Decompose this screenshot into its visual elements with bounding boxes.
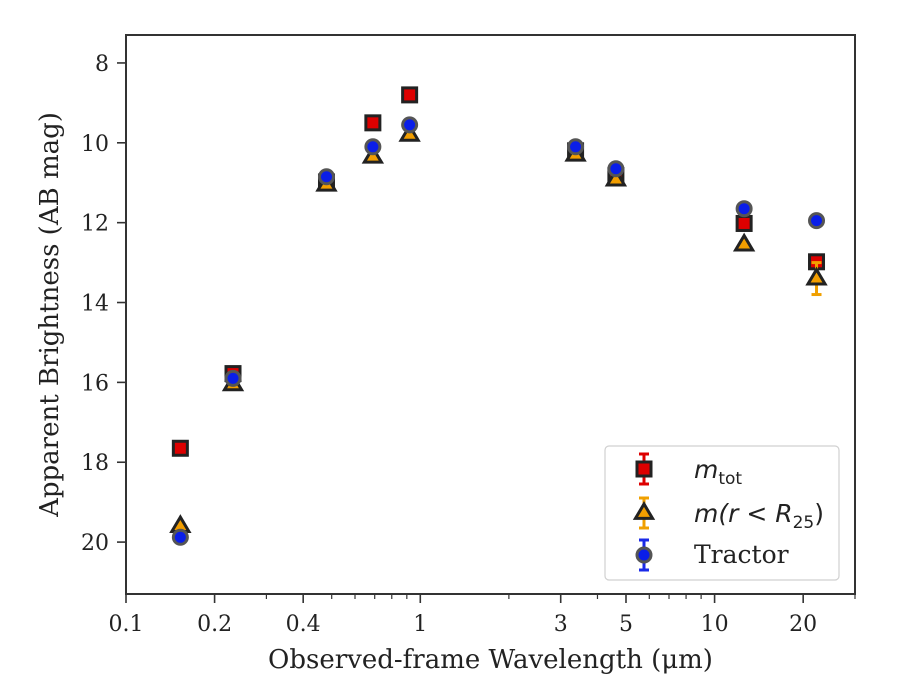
x-tick-label: 10 xyxy=(701,612,729,637)
x-axis-label: Observed-frame Wavelength (μm) xyxy=(268,645,713,675)
x-tick-label: 20 xyxy=(789,612,817,637)
y-tick-label: 20 xyxy=(81,531,109,556)
point-tractor xyxy=(735,200,753,218)
legend-mr25-tail: ) xyxy=(814,499,824,528)
y-tick-label: 16 xyxy=(81,371,109,396)
point-tractor xyxy=(317,168,335,186)
data-points xyxy=(169,86,828,546)
legend-marker-tractor xyxy=(635,546,653,564)
legend-markers xyxy=(632,452,656,572)
point-mtot xyxy=(364,114,382,132)
x-tick-label: 3 xyxy=(554,612,568,637)
legend-mr25-main: m(r < R xyxy=(694,499,793,528)
y-tick-label: 8 xyxy=(95,52,109,77)
legend-box xyxy=(604,445,840,581)
plot-frame xyxy=(125,34,856,595)
y-tick-label: 14 xyxy=(81,292,109,317)
legend-label-tractor: Tractor xyxy=(694,540,789,569)
legend-mr25-sub: 25 xyxy=(793,513,815,533)
point-tractor xyxy=(401,116,419,134)
x-tick-label: 1 xyxy=(413,612,427,637)
legend-marker-mtot xyxy=(635,460,653,478)
x-tick-label: 5 xyxy=(619,612,633,637)
y-tick-label: 10 xyxy=(81,132,109,157)
y-axis-label: Apparent Brightness (AB mag) xyxy=(35,112,65,518)
legend: mtot m(r < R25) Tractor xyxy=(604,445,840,581)
x-tick-label: 0.4 xyxy=(286,612,321,637)
legend-label-mtot: mtot xyxy=(694,455,742,489)
point-mtot xyxy=(735,214,753,232)
x-tick-label: 0.2 xyxy=(197,612,232,637)
x-tick-label: 0.1 xyxy=(109,612,144,637)
point-mr25 xyxy=(805,266,828,286)
point-tractor xyxy=(567,138,585,156)
point-tractor xyxy=(808,212,826,230)
y-axis-ticks: 8 10 12 14 16 18 20 xyxy=(81,52,126,556)
legend-mtot-main: m xyxy=(694,455,718,484)
legend-label-mr25: m(r < R25) xyxy=(694,499,824,533)
y-tick-label: 18 xyxy=(81,451,109,476)
y-tick-label: 12 xyxy=(81,212,109,237)
point-mr25 xyxy=(732,232,756,252)
legend-mtot-sub: tot xyxy=(718,469,742,489)
point-tractor xyxy=(364,138,382,156)
point-tractor xyxy=(171,528,189,546)
point-mr25 xyxy=(604,167,628,187)
point-mtot xyxy=(171,439,189,457)
legend-marker-mr25 xyxy=(632,501,656,520)
point-tractor xyxy=(224,369,242,387)
series-tractor xyxy=(171,116,826,546)
point-tractor xyxy=(607,160,625,178)
x-axis-ticks: 0.1 0.2 0.4 1 3 5 10 20 xyxy=(109,594,856,637)
point-mtot xyxy=(401,86,419,104)
